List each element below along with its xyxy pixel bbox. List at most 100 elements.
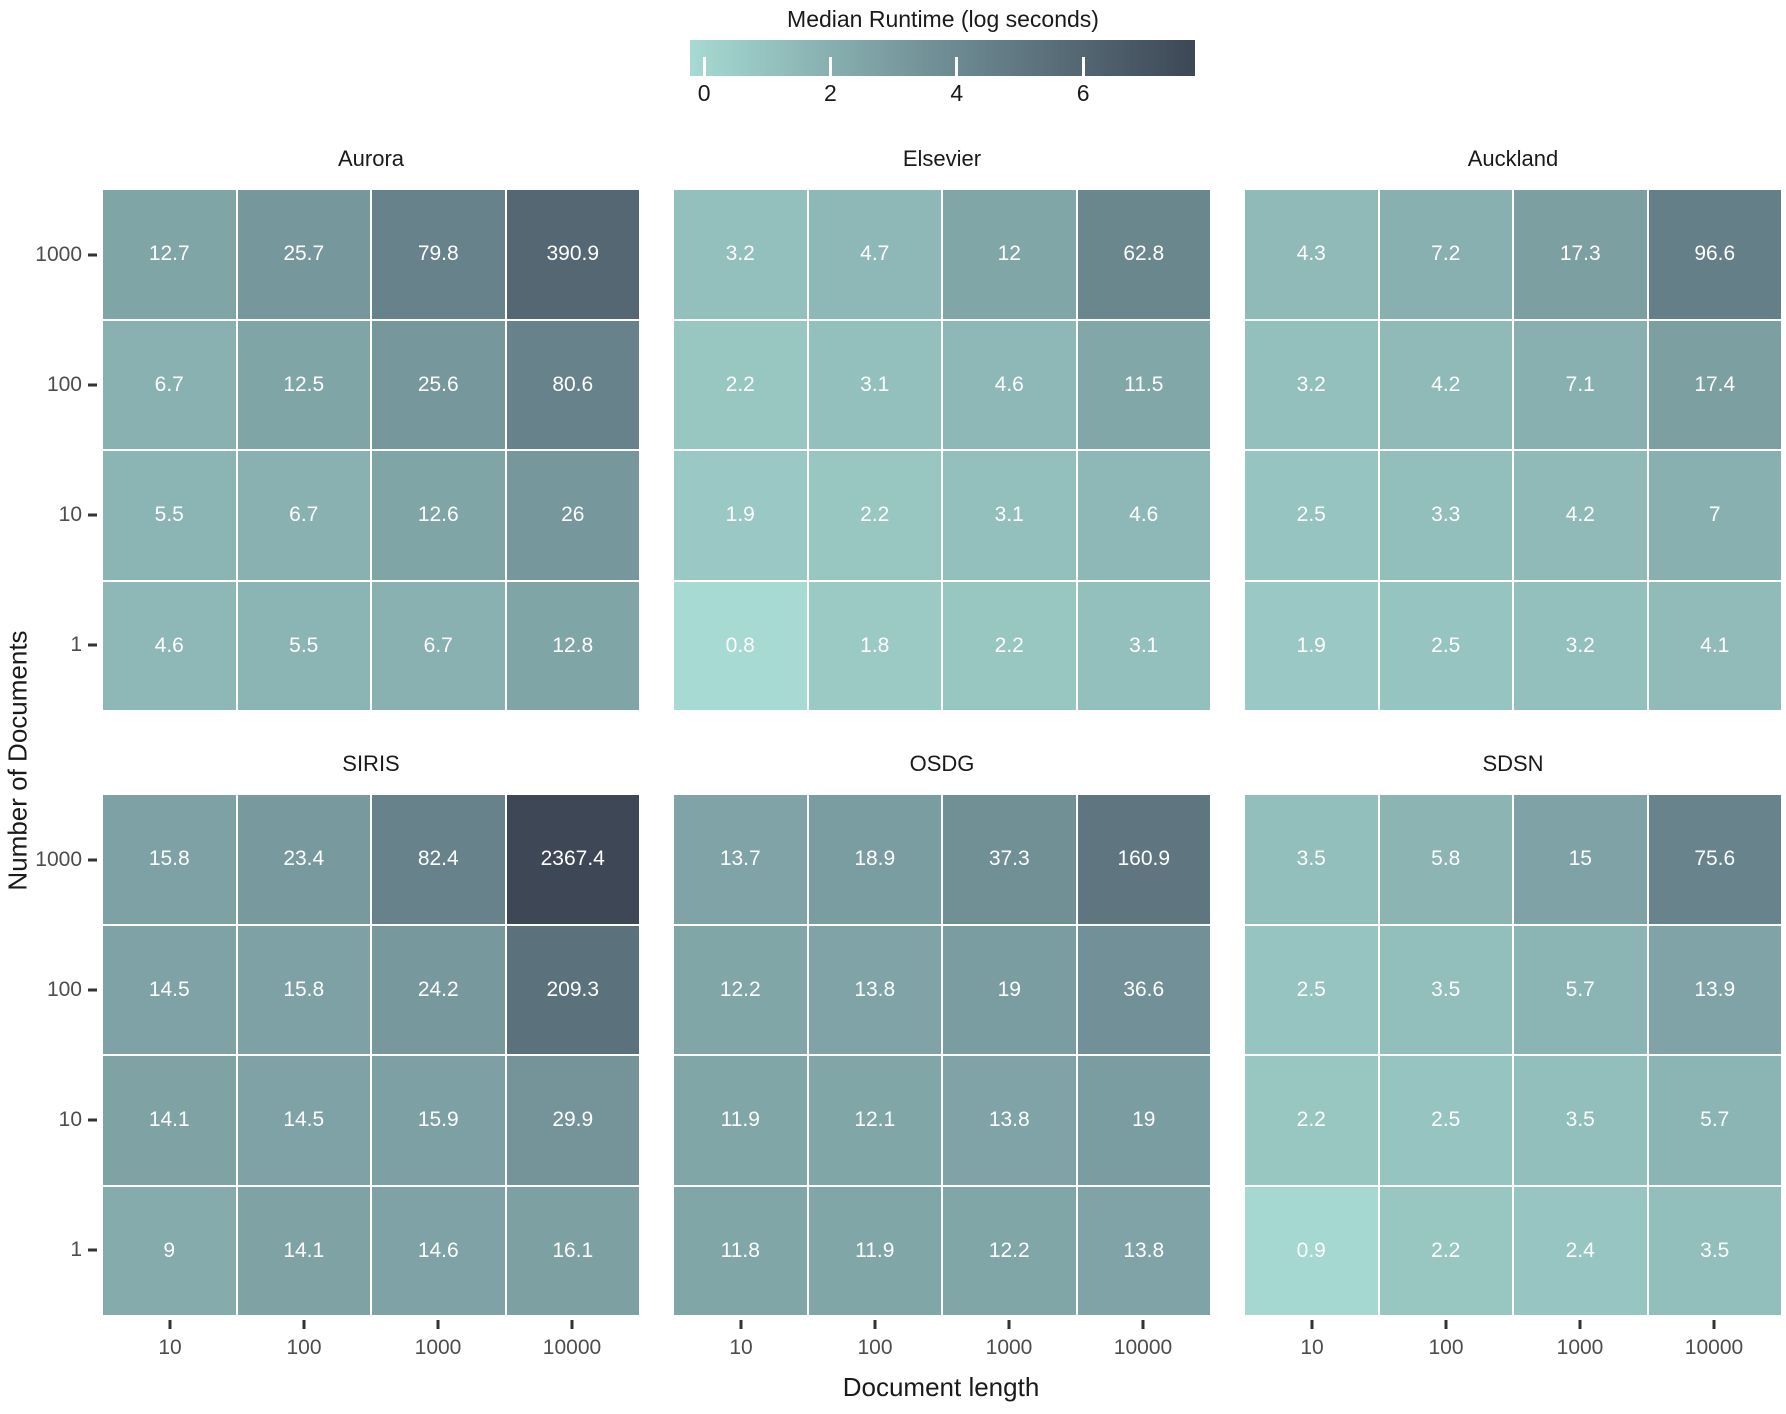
heatmap-cell: 1.9 <box>674 451 807 580</box>
heatmap-cell: 6.7 <box>372 581 505 710</box>
heatmap-grid: 4.3 7.2 17.3 96.6 3.2 4.2 7.1 17.4 2.5 3.3 4.2 7 1.9… <box>1245 190 1781 710</box>
heatmap-cell: 18.9 <box>808 795 941 924</box>
heatmap-cell: 14.5 <box>237 1056 370 1185</box>
legend-tick-label: 2 <box>824 80 837 106</box>
panel-auckland: Auckland 4.3 7.2 17.3 96.6 3.2 4.2 7.1 17.4 2.5 3.… <box>1245 146 1781 710</box>
legend-tick-mark <box>828 57 832 76</box>
heatmap-cell: 19 <box>1077 1056 1210 1185</box>
heatmap-cell: 14.1 <box>103 1056 236 1185</box>
x-tick-label: 10000 <box>542 1336 602 1359</box>
y-tick-label: 10 <box>58 1108 82 1131</box>
heatmap-cell: 16.1 <box>506 1186 639 1315</box>
x-tick-label: 100 <box>286 1336 322 1359</box>
x-tick-label: 1000 <box>1556 1336 1604 1359</box>
heatmap-cell: 14.6 <box>372 1186 505 1315</box>
y-tick-label: 100 <box>46 978 82 1001</box>
heatmap-cell: 5.7 <box>1514 925 1647 1054</box>
y-tick-mark <box>88 988 97 992</box>
heatmap-cell: 4.6 <box>1077 451 1210 580</box>
heatmap-cell: 3.5 <box>1514 1056 1647 1185</box>
heatmap-cell: 160.9 <box>1077 795 1210 924</box>
heatmap-cell: 6.7 <box>103 320 236 449</box>
heatmap-cell: 0.9 <box>1245 1186 1378 1315</box>
heatmap-cell: 11.9 <box>808 1186 941 1315</box>
x-tick-label: 1000 <box>985 1336 1033 1359</box>
heatmap-cell: 37.3 <box>943 795 1076 924</box>
heatmap-cell: 96.6 <box>1648 190 1781 319</box>
y-tick-label: 10 <box>58 503 82 526</box>
heatmap-cell: 3.2 <box>1245 320 1378 449</box>
heatmap-cell: 2.5 <box>1245 451 1378 580</box>
heatmap-cell: 19 <box>943 925 1076 1054</box>
x-tick-mark <box>873 1320 877 1329</box>
y-tick-mark <box>88 858 97 862</box>
x-tick-mark <box>1578 1320 1582 1329</box>
heatmap-cell: 62.8 <box>1077 190 1210 319</box>
x-tick-mark <box>1444 1320 1448 1329</box>
heatmap-cell: 24.2 <box>372 925 505 1054</box>
panel-sdsn: SDSN 3.5 5.8 15 75.6 2.5 3.5 5.7 13.9 2.2 2.5 3.5 5.… <box>1245 751 1781 1315</box>
heatmap-cell: 3.1 <box>1077 581 1210 710</box>
heatmap-cell: 15.8 <box>103 795 236 924</box>
heatmap-cell: 26 <box>506 451 639 580</box>
heatmap-cell: 29.9 <box>506 1056 639 1185</box>
panel-aurora: Aurora 12.7 25.7 79.8 390.9 6.7 12.5 25.6 80.6 5.… <box>103 146 639 710</box>
legend-tick-mark <box>1081 57 1085 76</box>
legend-gradient-bar <box>690 40 1195 76</box>
heatmap-cell: 11.5 <box>1077 320 1210 449</box>
y-tick-mark <box>88 1118 97 1122</box>
heatmap-cell: 36.6 <box>1077 925 1210 1054</box>
x-tick-mark <box>1141 1320 1145 1329</box>
heatmap-grid: 12.7 25.7 79.8 390.9 6.7 12.5 25.6 80.6 5.5 6.7 12… <box>103 190 639 710</box>
x-tick-label: 1000 <box>414 1336 462 1359</box>
y-tick-label: 1 <box>70 1238 82 1261</box>
heatmap-cell: 4.2 <box>1514 451 1647 580</box>
heatmap-cell: 17.3 <box>1514 190 1647 319</box>
y-tick-mark <box>88 513 97 517</box>
y-tick-mark <box>88 253 97 257</box>
heatmap-cell: 13.9 <box>1648 925 1781 1054</box>
heatmap-cell: 5.5 <box>103 451 236 580</box>
heatmap-cell: 12.2 <box>943 1186 1076 1315</box>
legend-tick-label: 4 <box>950 80 964 106</box>
legend-tick-label: 0 <box>697 80 711 106</box>
heatmap-cell: 4.6 <box>103 581 236 710</box>
heatmap-cell: 13.7 <box>674 795 807 924</box>
heatmap-cell: 2367.4 <box>506 795 639 924</box>
heatmap-cell: 12.8 <box>506 581 639 710</box>
heatmap-cell: 14.5 <box>103 925 236 1054</box>
heatmap-cell: 9 <box>103 1186 236 1315</box>
heatmap-cell: 82.4 <box>372 795 505 924</box>
legend-tick-mark <box>702 57 706 76</box>
x-tick-mark <box>570 1320 574 1329</box>
heatmap-cell: 0.8 <box>674 581 807 710</box>
x-tick-mark <box>1007 1320 1011 1329</box>
heatmap-cell: 3.5 <box>1648 1186 1781 1315</box>
heatmap-cell: 5.7 <box>1648 1056 1781 1185</box>
heatmap-cell: 2.5 <box>1379 1056 1512 1185</box>
panel-title: Aurora <box>337 146 405 171</box>
heatmap-cell: 7.1 <box>1514 320 1647 449</box>
panel-osdg: OSDG 13.7 18.9 37.3 160.9 12.2 13.8 19 36.6 11.9 1… <box>674 751 1210 1315</box>
y-axis-title: Number of Documents <box>2 630 33 891</box>
legend-tick-label: 6 <box>1076 80 1090 106</box>
panel-elsevier: Elsevier 3.2 4.7 12 62.8 2.2 3.1 4.6 11.5 1.9 2.2 3… <box>674 146 1210 710</box>
y-tick-label: 1000 <box>35 243 82 266</box>
heatmap-cell: 2.5 <box>1245 925 1378 1054</box>
y-tick-label: 1000 <box>35 848 82 871</box>
heatmap-cell: 3.5 <box>1245 795 1378 924</box>
panel-title: Auckland <box>1467 146 1559 171</box>
heatmap-cell: 79.8 <box>372 190 505 319</box>
heatmap-grid: 15.8 23.4 82.4 2367.4 14.5 15.8 24.2 209.3 14.1 1… <box>103 795 639 1315</box>
heatmap-cell: 25.7 <box>237 190 370 319</box>
heatmap-cell: 12 <box>943 190 1076 319</box>
x-tick-mark <box>1310 1320 1314 1329</box>
heatmap-cell: 14.1 <box>237 1186 370 1315</box>
heatmap-cell: 7 <box>1648 451 1781 580</box>
x-tick-label: 100 <box>1428 1336 1464 1359</box>
heatmap-cell: 17.4 <box>1648 320 1781 449</box>
heatmap-cell: 25.6 <box>372 320 505 449</box>
x-tick-label: 10 <box>158 1336 182 1359</box>
heatmap-cell: 13.8 <box>1077 1186 1210 1315</box>
y-tick-label: 1 <box>70 633 82 656</box>
